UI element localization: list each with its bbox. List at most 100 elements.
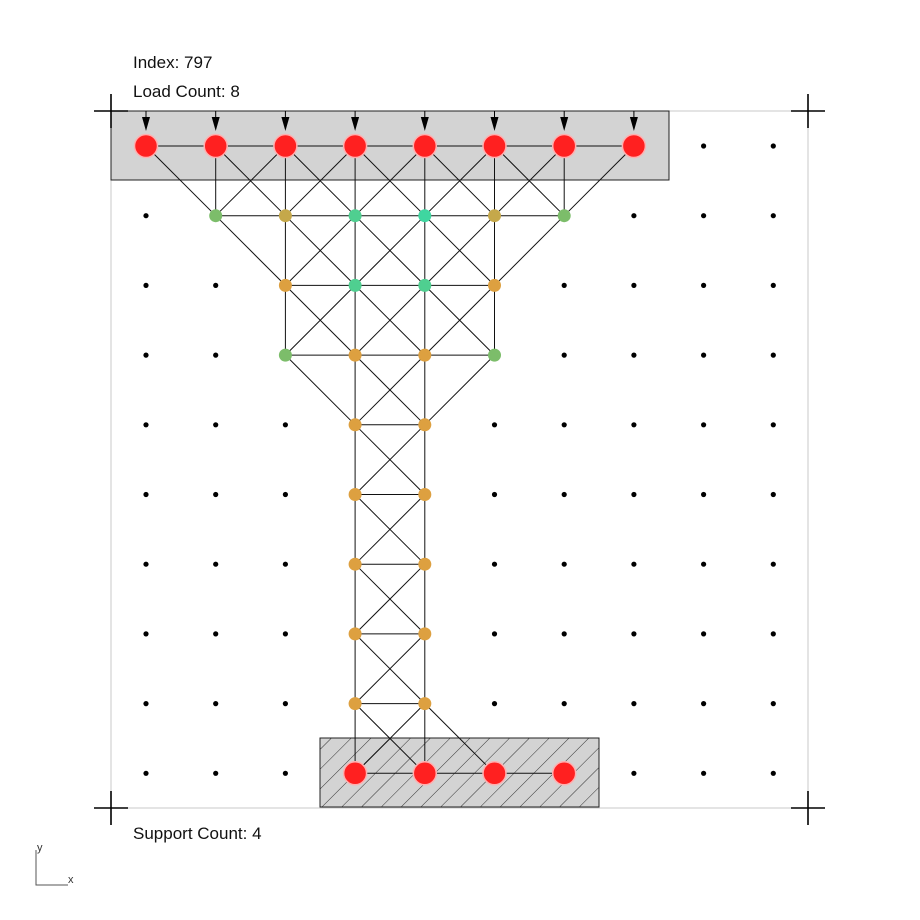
grid-point	[770, 213, 776, 219]
truss-member	[354, 633, 426, 704]
axis-x-letter: x	[68, 874, 74, 886]
truss-member	[285, 145, 356, 217]
truss-member	[285, 215, 356, 286]
grid-point	[701, 561, 707, 567]
truss-member	[354, 563, 426, 635]
truss-node	[348, 627, 362, 641]
grid-point	[213, 282, 219, 288]
truss-node	[348, 418, 362, 432]
grid-point	[561, 631, 567, 637]
grid-point	[701, 282, 707, 288]
grid-point	[143, 701, 149, 707]
truss-member	[354, 215, 426, 286]
grid-point	[701, 213, 707, 219]
truss-node	[278, 209, 292, 223]
grid-point	[282, 701, 288, 707]
support-count-label: Support Count: 4	[133, 824, 262, 843]
truss-member	[215, 145, 286, 217]
grid-point	[282, 561, 288, 567]
index-label: Index: 797	[133, 53, 213, 72]
truss-node	[348, 697, 362, 711]
grid-point	[143, 282, 149, 288]
support-node	[482, 761, 507, 786]
load-arrow-icon	[142, 117, 150, 131]
grid-point	[491, 701, 498, 707]
support-node	[551, 761, 577, 786]
grid-point	[631, 213, 637, 219]
grid-point	[631, 701, 637, 707]
grid-point	[143, 491, 149, 498]
grid-point	[213, 491, 219, 498]
grid-point	[143, 631, 149, 637]
grid-point	[282, 422, 288, 428]
truss-member	[424, 285, 495, 356]
grid-point	[701, 770, 707, 776]
grid-point	[213, 770, 219, 776]
grid-point	[282, 631, 288, 637]
truss-member	[354, 494, 426, 565]
grid-point	[561, 282, 567, 288]
grid-point	[631, 352, 637, 358]
grid-point	[631, 282, 637, 288]
truss-node	[418, 278, 432, 292]
truss-node	[488, 348, 501, 362]
truss-member	[354, 285, 426, 356]
grid-point	[561, 701, 567, 707]
grid-point	[770, 352, 776, 358]
load-arrow-icon	[490, 117, 499, 131]
truss-node	[348, 348, 362, 362]
truss-node	[278, 348, 292, 362]
truss-member	[354, 424, 426, 495]
grid-point	[491, 561, 498, 567]
load-arrow-icon	[281, 117, 290, 131]
truss-node	[348, 209, 362, 223]
axis-indicator-icon	[35, 850, 68, 886]
grid-point	[770, 422, 776, 428]
load-node	[203, 133, 228, 159]
truss-member	[145, 145, 217, 217]
grid-point	[213, 422, 219, 428]
grid-point	[143, 352, 149, 358]
grid-point	[143, 561, 149, 567]
load-arrow-icon	[629, 117, 638, 131]
grid-point	[282, 491, 288, 498]
grid-point	[561, 561, 567, 567]
grid-point	[561, 352, 567, 358]
truss-member	[424, 145, 495, 217]
grid-point	[561, 491, 567, 498]
grid-point	[701, 631, 707, 637]
load-arrow-icon	[351, 117, 360, 131]
grid-point	[770, 701, 776, 707]
load-arrow-icon	[560, 117, 569, 131]
grid-point	[701, 143, 707, 149]
truss-node	[557, 209, 571, 223]
truss-node	[418, 348, 432, 362]
grid-point	[561, 422, 567, 428]
truss-node	[488, 209, 501, 223]
axis-y-letter: y	[37, 842, 43, 854]
grid-point	[213, 701, 219, 707]
grid-point	[701, 701, 707, 707]
grid-point	[631, 631, 637, 637]
truss-node	[418, 488, 432, 501]
support-node	[342, 761, 368, 786]
grid-point	[631, 770, 637, 776]
load-node	[342, 133, 368, 159]
grid-point	[213, 561, 219, 567]
grid-point	[631, 491, 637, 498]
grid-point	[770, 282, 776, 288]
truss-member	[285, 285, 356, 356]
truss-node	[348, 278, 362, 292]
grid-point	[701, 352, 707, 358]
grid-point	[770, 770, 776, 776]
grid-point	[491, 631, 498, 637]
grid-point	[701, 491, 707, 498]
grid-point	[631, 422, 637, 428]
truss-node	[418, 418, 432, 432]
grid-point	[213, 352, 219, 358]
grid-point	[282, 770, 288, 776]
grid-point	[491, 422, 498, 428]
truss-member	[354, 145, 426, 217]
truss-member	[563, 145, 635, 217]
